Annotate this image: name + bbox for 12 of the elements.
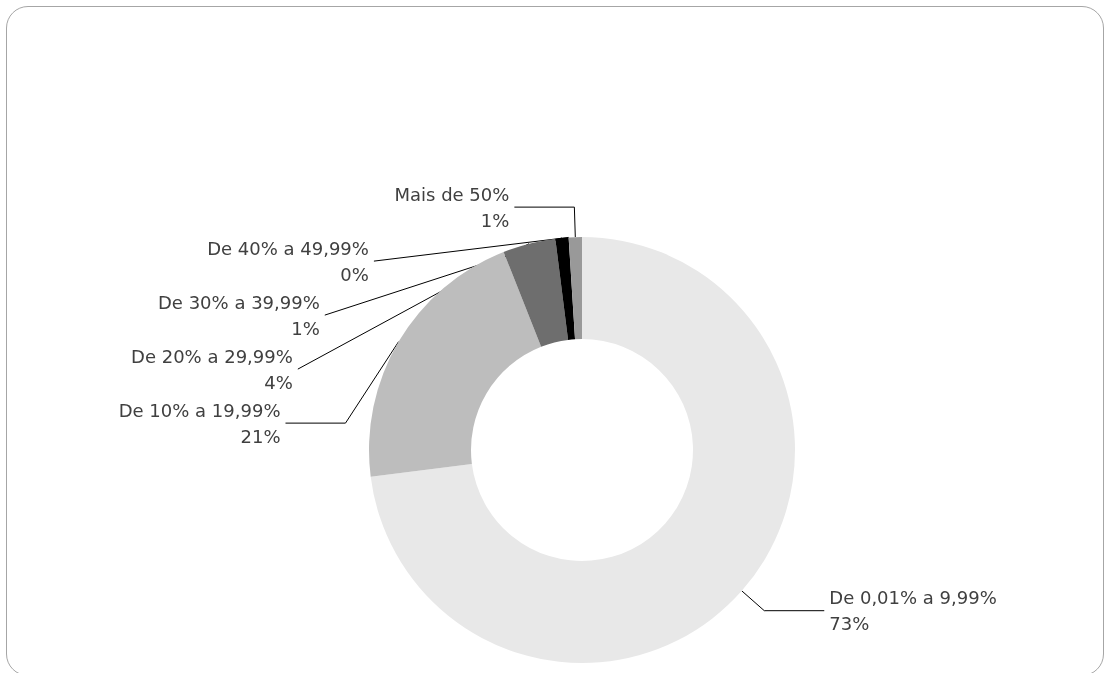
text: 0% — [340, 263, 369, 285]
slice-label: De 30% a 39,99% — [158, 291, 320, 313]
data-label: 4% — [264, 371, 293, 393]
slice-label: Mais de 50% — [394, 183, 510, 205]
slice-label: De 20% a 29,99% — [131, 345, 293, 367]
slice-label: De 10% a 19,99% — [118, 399, 281, 421]
data-label: 1% — [480, 209, 510, 231]
data-label: 73% — [829, 613, 870, 635]
data-label: 1% — [291, 317, 320, 339]
data-label: 21% — [240, 425, 281, 447]
slice-label: De 0,01% a 9,99% — [829, 587, 997, 609]
category-label: De 40% a 49,99% — [207, 237, 369, 259]
